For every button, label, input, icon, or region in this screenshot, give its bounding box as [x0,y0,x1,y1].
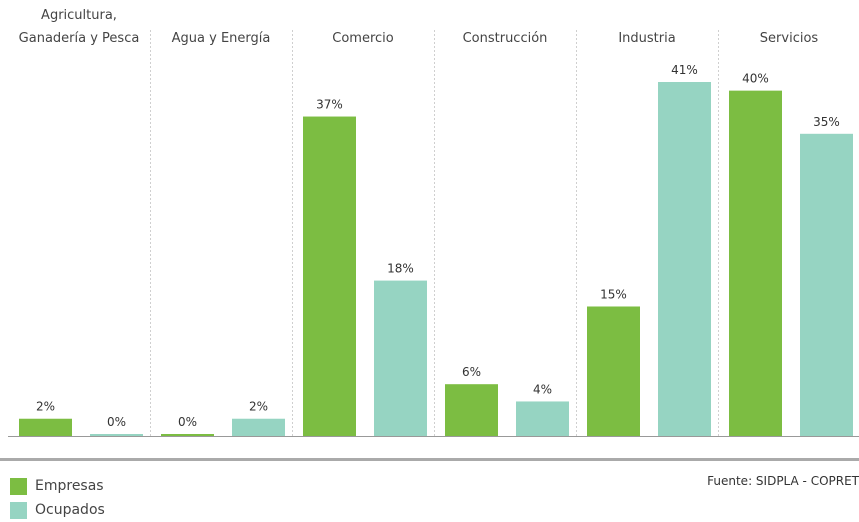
legend-label-ocupados: Ocupados [35,502,105,518]
category-label: Ganadería y Pesca [19,31,140,46]
legend-item-empresas: Empresas [10,474,105,498]
data-label: 15% [600,287,627,301]
data-label: 41% [671,63,698,77]
source-note: Fuente: SIDPLA - COPRET [707,474,859,488]
data-label: 2% [36,400,55,414]
bar-ocupados [374,280,427,436]
bar-empresas [445,384,498,436]
bar-ocupados [658,82,711,436]
data-label: 35% [813,115,840,129]
bar-empresas [19,418,72,436]
data-label: 18% [387,262,414,276]
category-label: Agua y Energía [172,31,271,46]
category-label: Comercio [332,31,394,46]
category-label: Agricultura, [41,8,117,23]
category-label: Construcción [463,31,548,46]
data-label: 6% [462,365,481,379]
legend-swatch-empresas [10,477,27,495]
legend-label-empresas: Empresas [35,478,104,494]
bar-ocupados [232,418,285,436]
data-label: 4% [533,382,552,396]
data-label: 40% [742,72,769,86]
bar-ocupados [800,133,853,436]
bar-ocupados [90,434,143,436]
bar-empresas [587,306,640,436]
data-label: 2% [249,400,268,414]
bar-chart: Agricultura, Ganadería y Pesca 2% 0% Agua y … [0,8,859,461]
data-label: 0% [178,415,197,429]
category-label: Industria [618,31,675,46]
legend-swatch-ocupados [10,501,27,519]
bar-empresas [161,434,214,436]
legend-item-ocupados: Ocupados [10,498,105,522]
bar-ocupados [516,401,569,436]
data-label: 0% [107,415,126,429]
bar-empresas [729,90,782,436]
bar-empresas [303,116,356,436]
data-label: 37% [316,98,343,112]
category-label: Servicios [760,31,819,46]
legend: Empresas Ocupados [10,474,105,522]
